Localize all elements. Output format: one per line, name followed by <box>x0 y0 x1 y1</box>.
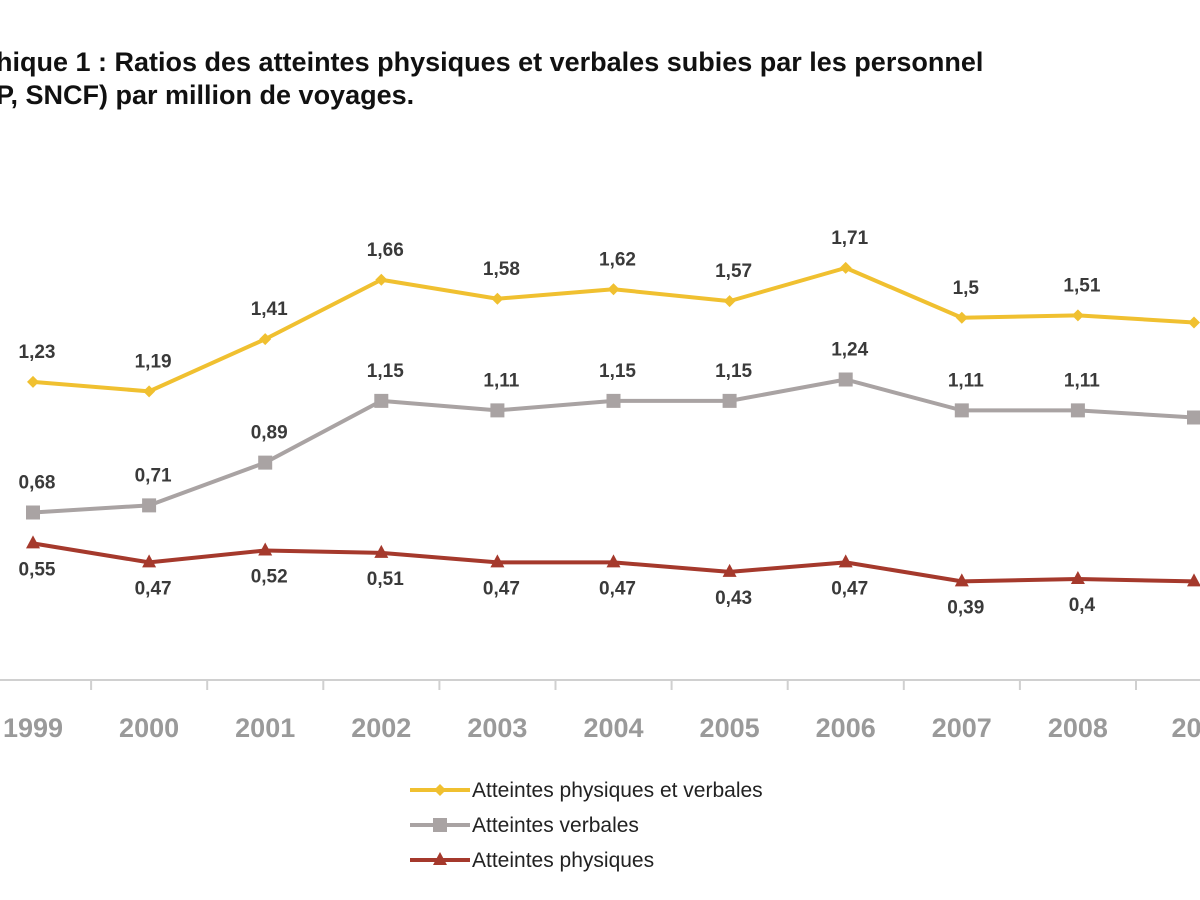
data-label-2006: 1,71 <box>831 228 868 249</box>
data-label-2008: 1,51 <box>1063 275 1100 296</box>
data-point-2002 <box>374 544 389 558</box>
data-point-2000 <box>143 385 156 398</box>
x-tick-label-2008: 2008 <box>1048 713 1108 743</box>
legend-marker-icon <box>433 852 447 865</box>
data-point-2003 <box>490 403 505 418</box>
data-label-2002: 1,15 <box>367 361 404 382</box>
data-label-2001: 0,52 <box>251 567 288 588</box>
series-atteintes-physiques: 0,55 0,47 0,52 0,51 0,47 0,47 0,43 0,47 0,39 0,4 <box>19 535 1200 618</box>
data-point-2004 <box>606 393 621 408</box>
data-point-2005 <box>722 563 737 577</box>
data-point-2001 <box>258 455 273 470</box>
data-point-2001 <box>258 542 273 556</box>
data-point-2000 <box>142 498 157 513</box>
x-tick-label-2004: 2004 <box>583 713 643 743</box>
chart-title-line1: hique 1 : Ratios des atteintes physiques… <box>0 47 984 77</box>
x-tick-label-1999: 1999 <box>3 713 63 743</box>
data-label-2001: 1,41 <box>251 299 288 320</box>
data-label-2003: 1,58 <box>483 259 520 280</box>
data-point-1999 <box>26 505 40 520</box>
data-point-2008 <box>1070 571 1085 584</box>
data-label-2005: 0,43 <box>715 588 752 609</box>
legend-label: Atteintes physiques et verbales <box>472 779 763 802</box>
data-point-2009 <box>1187 573 1200 587</box>
data-point-2002 <box>374 393 389 408</box>
data-label-2004: 0,47 <box>599 578 636 599</box>
data-point-2004 <box>606 554 621 568</box>
data-label-1999: 0,55 <box>19 559 56 580</box>
data-label-2000: 0,71 <box>135 465 172 486</box>
data-point-2001 <box>259 333 272 346</box>
data-label-2006: 1,24 <box>831 340 868 361</box>
series-atteintes-physiques-et-verbales: 1,23 1,19 1,41 1,66 1,58 1,62 1,57 1,71 1,5 1,51 <box>19 228 1200 398</box>
data-label-2005: 1,15 <box>715 361 752 382</box>
data-label-2006: 0,47 <box>831 578 868 599</box>
x-tick-label-2002: 2002 <box>351 713 411 743</box>
data-point-1999 <box>27 375 39 388</box>
legend-item-1: Atteintes verbales <box>410 814 639 837</box>
data-point-2006 <box>838 554 853 568</box>
data-point-2009 <box>1187 410 1200 425</box>
data-point-2007 <box>954 573 969 587</box>
data-label-1999: 1,23 <box>19 342 56 363</box>
data-label-2003: 1,11 <box>483 370 519 391</box>
data-point-2004 <box>607 283 620 296</box>
legend-marker-icon <box>434 784 446 796</box>
data-label-2003: 0,47 <box>483 578 520 599</box>
data-label-2005: 1,57 <box>715 261 752 282</box>
data-point-2003 <box>490 554 505 568</box>
data-label-2002: 1,66 <box>367 240 404 261</box>
x-tick-label-2003: 2003 <box>467 713 527 743</box>
data-point-2002 <box>375 273 388 286</box>
data-label-2007: 0,39 <box>947 597 984 618</box>
data-point-2009 <box>1188 316 1200 329</box>
legend-label: Atteintes verbales <box>472 814 639 837</box>
x-tick-label-200: 200 <box>1171 713 1200 743</box>
data-label-2007: 1,11 <box>948 370 984 391</box>
data-point-2005 <box>722 393 737 408</box>
data-point-2005 <box>723 295 736 308</box>
data-point-1999 <box>26 535 40 549</box>
data-point-2007 <box>955 311 968 324</box>
legend-label: Atteintes physiques <box>472 849 654 872</box>
data-label-2000: 0,47 <box>135 578 172 599</box>
x-tick-label-2000: 2000 <box>119 713 179 743</box>
x-tick-label-2005: 2005 <box>700 713 760 743</box>
data-label-2007: 1,5 <box>953 278 980 299</box>
legend-marker-icon <box>433 818 447 832</box>
data-label-1999: 0,68 <box>19 473 56 494</box>
data-label-2008: 1,11 <box>1064 370 1100 391</box>
data-label-2002: 0,51 <box>367 569 404 590</box>
data-point-2003 <box>491 292 504 305</box>
chart-title-line2: P, SNCF) par million de voyages. <box>0 80 415 110</box>
data-label-2004: 1,15 <box>599 361 636 382</box>
data-point-2007 <box>954 403 969 418</box>
data-label-2000: 1,19 <box>135 351 172 372</box>
data-label-2008: 0,4 <box>1069 595 1096 616</box>
data-point-2000 <box>142 554 157 568</box>
data-point-2006 <box>839 261 852 274</box>
legend-item-2: Atteintes physiques <box>410 849 654 872</box>
data-point-2008 <box>1071 309 1084 322</box>
data-point-2006 <box>838 372 853 387</box>
data-label-2001: 0,89 <box>251 423 288 444</box>
x-tick-label-2001: 2001 <box>235 713 295 743</box>
data-point-2008 <box>1070 403 1085 418</box>
series-atteintes-verbales: 0,68 0,71 0,89 1,15 1,11 1,15 1,15 1,24 1,11 1,11 <box>19 340 1200 520</box>
legend-item-0: Atteintes physiques et verbales <box>410 779 763 802</box>
x-tick-label-2007: 2007 <box>932 713 992 743</box>
x-tick-label-2006: 2006 <box>816 713 876 743</box>
data-label-2004: 1,62 <box>599 249 636 270</box>
